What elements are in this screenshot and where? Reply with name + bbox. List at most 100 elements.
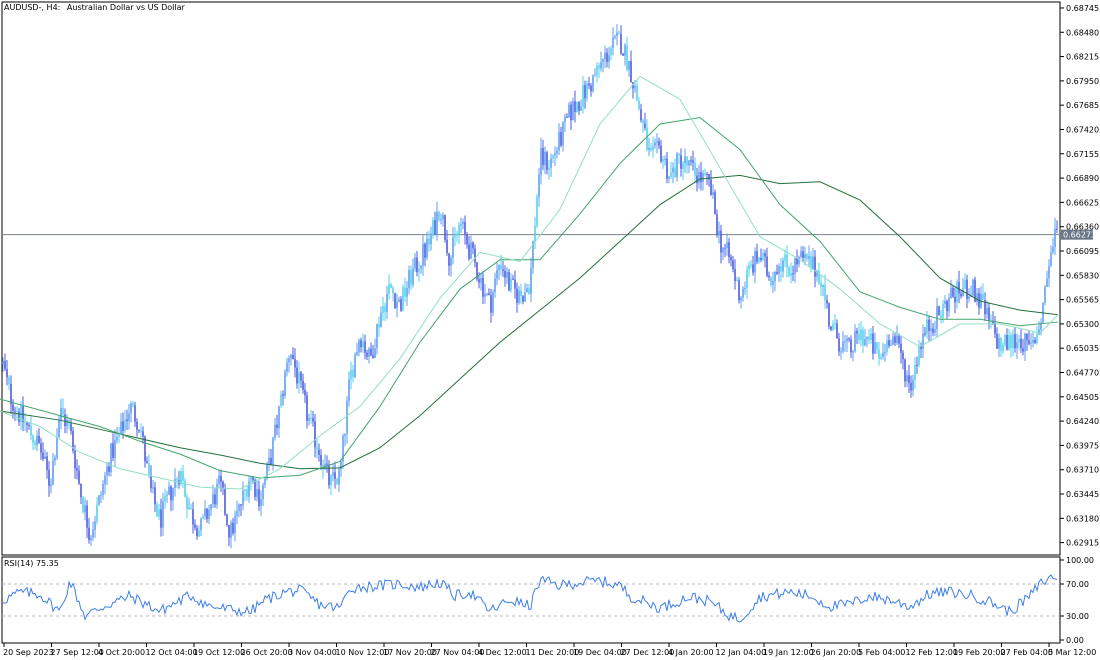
candle-body [126, 419, 128, 422]
candle-body [250, 476, 252, 482]
candle-body [218, 475, 220, 484]
time-tick-label: 19 Dec 04:00 [573, 648, 627, 657]
candle-body [566, 116, 568, 118]
candle-body [684, 156, 686, 164]
candle-body [688, 160, 690, 166]
candle-body [82, 497, 84, 513]
candle-body [760, 258, 762, 261]
candle-body [608, 55, 610, 62]
candle-body [476, 262, 478, 280]
candle-body [522, 296, 524, 302]
candle-body [594, 75, 596, 77]
candle-body [152, 487, 154, 489]
rsi-tick-label: 30.00 [1066, 612, 1089, 621]
candle-body [874, 342, 876, 354]
candle-body [524, 292, 526, 302]
candle-body [772, 281, 774, 285]
candle-body [948, 297, 950, 312]
candle-body [196, 527, 198, 537]
candle-body [878, 349, 880, 360]
candle-body [354, 354, 356, 378]
candle-body [652, 145, 654, 150]
candle-body [752, 264, 754, 273]
candle-body [624, 45, 626, 56]
candle-body [1020, 338, 1022, 349]
candle-body [824, 284, 826, 301]
candle-body [666, 158, 668, 179]
candle-body [714, 192, 716, 215]
candle-body [234, 515, 236, 534]
candle-body [252, 476, 254, 480]
candle-body [736, 280, 738, 282]
candle-body [296, 367, 298, 384]
candle-body [428, 238, 430, 245]
candle-body [864, 338, 866, 346]
candle-body [484, 293, 486, 297]
candle-body [290, 355, 292, 359]
candle-body [338, 469, 340, 485]
candle-body [432, 220, 434, 236]
rsi-plot-area[interactable] [1, 556, 1061, 644]
candle-body [1040, 322, 1042, 330]
candle-body [228, 525, 230, 538]
candle-body [976, 293, 978, 302]
time-tick-label: 5 Mar 12:00 [1048, 648, 1096, 657]
candle-body [696, 175, 698, 184]
candle-body [854, 330, 856, 352]
candle-body [332, 472, 334, 476]
candle-body [726, 242, 728, 249]
candle-body [266, 464, 268, 479]
candle-body [628, 61, 630, 70]
candle-body [638, 100, 640, 110]
candle-body [546, 152, 548, 170]
candle-body [548, 167, 550, 170]
candle-body [694, 162, 696, 176]
candle-body [676, 153, 678, 178]
time-tick-label: 19 Jan 12:00 [763, 648, 814, 657]
candle-body [636, 85, 638, 101]
candle-body [784, 254, 786, 261]
candle-body [542, 148, 544, 166]
candle-body [146, 461, 148, 464]
candle-body [368, 348, 370, 357]
candle-body [842, 341, 844, 352]
candle-body [662, 159, 664, 162]
candle-body [50, 484, 52, 486]
time-tick-label: 3 Nov 04:00 [288, 648, 337, 657]
time-tick-label: 10 Nov 12:00 [336, 648, 390, 657]
candle-body [150, 475, 152, 489]
candle-body [554, 153, 556, 156]
candle-body [596, 65, 598, 76]
candle-body [1030, 342, 1032, 344]
time-tick-label: 4 Oct 20:00 [98, 648, 145, 657]
candle-body [278, 406, 280, 429]
candle-body [786, 254, 788, 268]
candle-body [510, 278, 512, 291]
candle-body [904, 359, 906, 382]
ma-slow-line [0, 174, 1059, 470]
candle-body [38, 435, 40, 444]
candle-body [602, 59, 604, 63]
candle-body [412, 268, 414, 285]
candle-body [774, 272, 776, 282]
candle-body [176, 478, 178, 481]
candle-body [730, 257, 732, 261]
price-tick-label: 0.63975 [1066, 441, 1099, 450]
candle-body [414, 257, 416, 269]
candle-body [246, 489, 248, 497]
candle-body [962, 288, 964, 297]
candle-body [344, 433, 346, 436]
ma-mid-line [0, 117, 1059, 479]
candle-body [482, 277, 484, 297]
candle-body [42, 452, 44, 459]
candle-body [1032, 339, 1034, 343]
candle-body [144, 436, 146, 462]
candle-body [820, 283, 822, 287]
candle-body [492, 292, 494, 313]
candle-body [94, 521, 96, 530]
candle-body [222, 481, 224, 489]
candle-body [512, 278, 514, 280]
candle-body [558, 131, 560, 151]
candle-body [284, 371, 286, 396]
